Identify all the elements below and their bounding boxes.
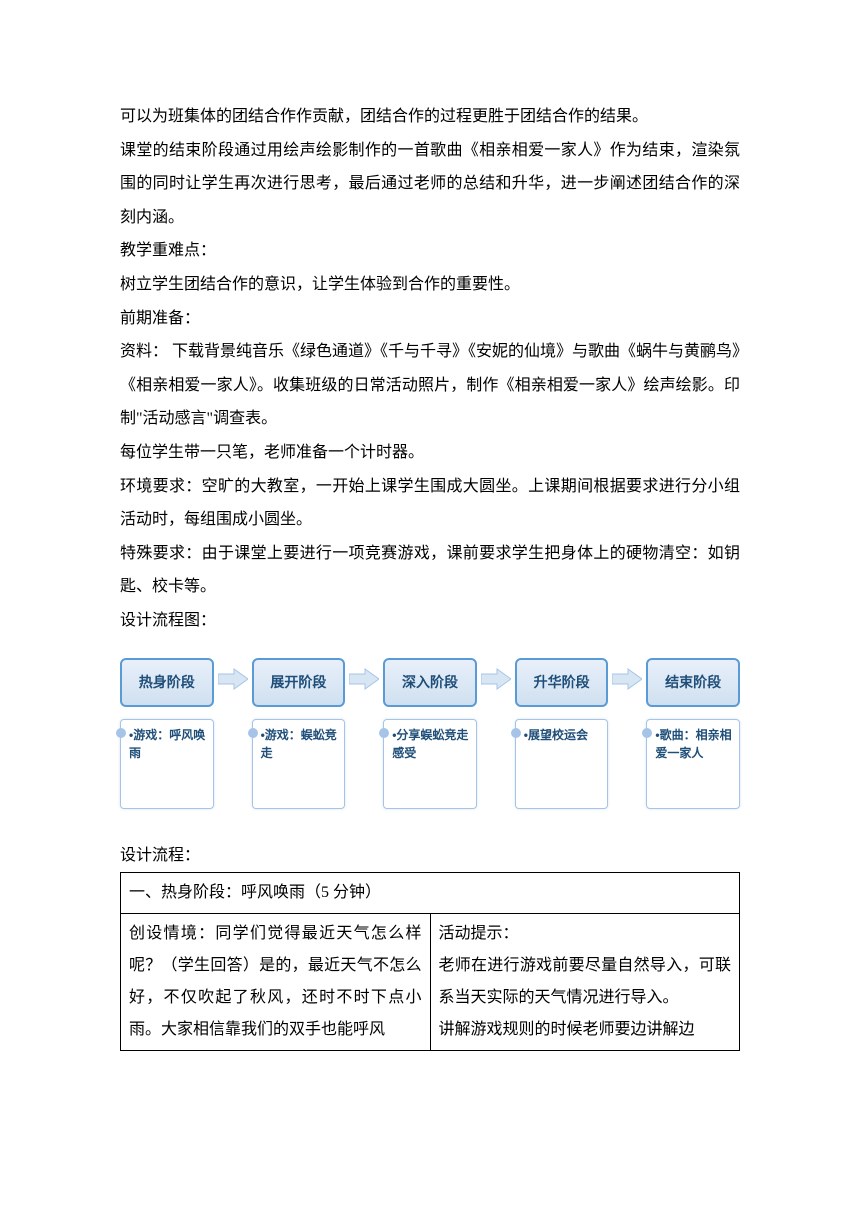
flowchart-arrow [481, 658, 511, 698]
stage-detail: •歌曲：相亲相爱一家人 [646, 719, 740, 809]
flowchart-stage: 结束阶段 •歌曲：相亲相爱一家人 [646, 658, 740, 809]
table-header-row: 一、热身阶段：呼风唤雨（5 分钟） [121, 873, 740, 914]
table-right-cell: 活动提示： 老师在进行游戏前要尽量自然导入，可联系当天实际的天气情况进行导入。 … [430, 914, 740, 1051]
stage-title: 深入阶段 [383, 658, 477, 707]
flowchart-stage: 展开阶段 •游戏：蜈蚣竞走 [252, 658, 346, 809]
flowchart-stage: 深入阶段 •分享蜈蚣竞走感受 [383, 658, 477, 809]
stage-detail: •游戏：蜈蚣竞走 [252, 719, 346, 809]
paragraph: 环境要求：空旷的大教室，一开始上课学生围成大圆坐。上课期间根据要求进行分小组活动… [120, 470, 740, 537]
paragraph: 可以为班集体的团结合作作贡献，团结合作的过程更胜于团结合作的结果。 [120, 100, 740, 134]
paragraph: 特殊要求：由于课堂上要进行一项竞赛游戏，课前要求学生把身体上的硬物清空：如钥匙、… [120, 537, 740, 604]
paragraph: 课堂的结束阶段通过用绘声绘影制作的一首歌曲《相亲相爱一家人》作为结束，渲染氛围的… [120, 134, 740, 235]
process-table: 一、热身阶段：呼风唤雨（5 分钟） 创设情境：同学们觉得最近天气怎么样呢？（学生… [120, 872, 740, 1051]
section-heading: 教学重难点： [120, 234, 740, 268]
activity-hint-text: 讲解游戏规则的时候老师要边讲解边 [439, 1021, 695, 1038]
stage-detail: •分享蜈蚣竞走感受 [383, 719, 477, 809]
activity-hint-label: 活动提示： [439, 925, 519, 942]
flowchart-stage: 热身阶段 •游戏：呼风唤雨 [120, 658, 214, 809]
paragraph: 每位学生带一只笔，老师准备一个计时器。 [120, 436, 740, 470]
flowchart-stage: 升华阶段 •展望校运会 [515, 658, 609, 809]
table-left-cell: 创设情境：同学们觉得最近天气怎么样呢？（学生回答）是的，最近天气不怎么好，不仅吹… [121, 914, 431, 1051]
table-section: 设计流程： 一、热身阶段：呼风唤雨（5 分钟） 创设情境：同学们觉得最近天气怎么… [120, 839, 740, 1052]
table-title: 设计流程： [120, 839, 740, 873]
stage-title: 升华阶段 [515, 658, 609, 707]
section-heading: 设计流程图： [120, 604, 740, 638]
stage-title: 展开阶段 [252, 658, 346, 707]
paragraph: 资料： 下载背景纯音乐《绿色通道》《千与千寻》《安妮的仙境》与歌曲《蜗牛与黄鹂鸟… [120, 335, 740, 436]
flowchart-arrow [349, 658, 379, 698]
document-body: 可以为班集体的团结合作作贡献，团结合作的过程更胜于团结合作的结果。 课堂的结束阶… [120, 100, 740, 638]
stage-title: 热身阶段 [120, 658, 214, 707]
flowchart-arrow [612, 658, 642, 698]
paragraph: 树立学生团结合作的意识，让学生体验到合作的重要性。 [120, 268, 740, 302]
flowchart-arrow [218, 658, 248, 698]
stage-title: 结束阶段 [646, 658, 740, 707]
stage-detail: •展望校运会 [515, 719, 609, 809]
flowchart: 热身阶段 •游戏：呼风唤雨 展开阶段 •游戏：蜈蚣竞走 深入阶段 •分享蜈蚣竞走… [120, 658, 740, 809]
stage-detail: •游戏：呼风唤雨 [120, 719, 214, 809]
section-heading: 前期准备： [120, 302, 740, 336]
activity-hint-text: 老师在进行游戏前要尽量自然导入，可联系当天实际的天气情况进行导入。 [439, 957, 732, 1006]
